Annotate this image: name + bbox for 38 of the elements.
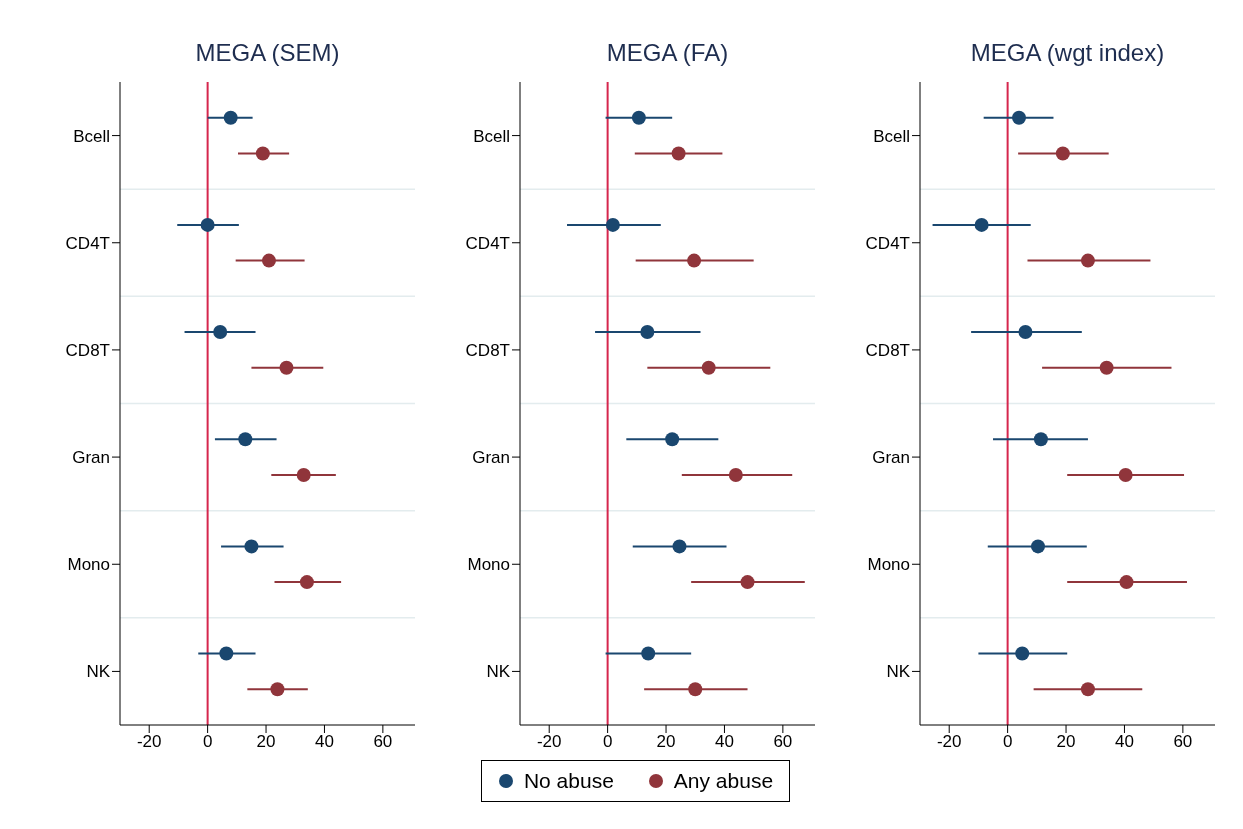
y-tick-label: CD8T [865, 340, 910, 360]
x-tick-label: 20 [656, 732, 676, 752]
x-tick-label: 60 [773, 732, 793, 752]
x-tick-label: 60 [373, 732, 393, 752]
chart-title: MEGA (wgt index) [969, 38, 1166, 68]
x-tick-label: 40 [314, 732, 334, 752]
y-tick-label: Bcell [473, 126, 510, 146]
y-tick-label: CD4T [865, 233, 910, 253]
x-tick-label: 0 [1002, 732, 1013, 752]
x-tick-label: 20 [256, 732, 276, 752]
y-tick-label: NK [886, 662, 911, 682]
x-tick-label: 20 [1056, 732, 1076, 752]
x-tick-label: 0 [602, 732, 613, 752]
legend-label: Any abuse [673, 769, 774, 793]
y-tick-label: Bcell [873, 126, 910, 146]
y-tick-label: NK [486, 662, 511, 682]
y-tick-label: CD4T [465, 233, 510, 253]
y-tick-label: Mono [867, 555, 910, 575]
chart-title: MEGA (FA) [605, 38, 730, 68]
x-tick-label: -20 [536, 732, 562, 752]
x-tick-label: -20 [936, 732, 962, 752]
x-tick-label: 0 [202, 732, 213, 752]
y-tick-label: Mono [67, 555, 110, 575]
chart-title: MEGA (SEM) [194, 38, 341, 68]
y-tick-label: Mono [467, 555, 510, 575]
y-tick-label: NK [86, 662, 111, 682]
y-tick-label: CD4T [65, 233, 110, 253]
x-tick-label: 40 [714, 732, 734, 752]
y-tick-label: Gran [872, 448, 910, 468]
y-tick-label: Gran [72, 448, 110, 468]
y-tick-label: Gran [472, 448, 510, 468]
x-tick-label: 40 [1114, 732, 1134, 752]
x-tick-label: -20 [136, 732, 162, 752]
y-tick-label: Bcell [73, 126, 110, 146]
y-tick-label: CD8T [65, 340, 110, 360]
y-tick-label: CD8T [465, 340, 510, 360]
legend-label: No abuse [523, 769, 614, 793]
x-tick-label: 60 [1173, 732, 1193, 752]
